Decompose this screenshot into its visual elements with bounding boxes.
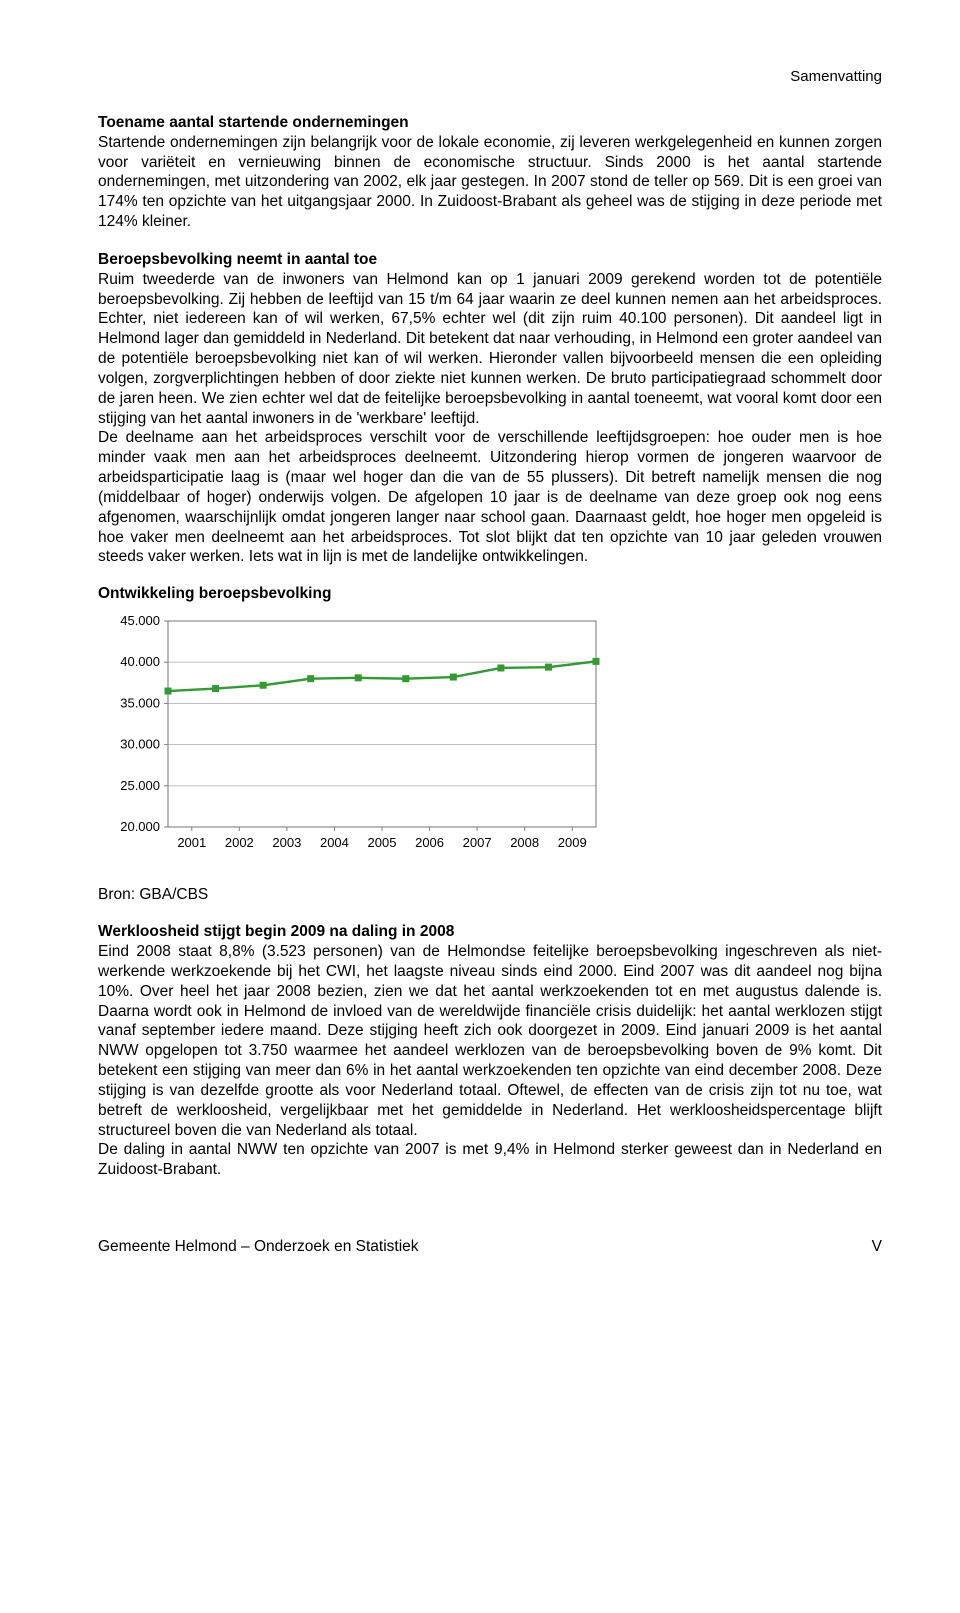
svg-text:30.000: 30.000 <box>120 737 160 752</box>
section3-para2: De daling in aantal NWW ten opzichte van… <box>98 1140 882 1180</box>
svg-text:20.000: 20.000 <box>120 819 160 834</box>
svg-text:2008: 2008 <box>510 835 539 850</box>
section2-para2: De deelname aan het arbeidsproces versch… <box>98 428 882 567</box>
svg-text:2001: 2001 <box>177 835 206 850</box>
svg-text:25.000: 25.000 <box>120 778 160 793</box>
svg-text:35.000: 35.000 <box>120 696 160 711</box>
svg-text:2002: 2002 <box>225 835 254 850</box>
svg-text:45.000: 45.000 <box>120 613 160 628</box>
svg-text:2005: 2005 <box>368 835 397 850</box>
page-header-right: Samenvatting <box>98 68 882 85</box>
svg-text:2003: 2003 <box>272 835 301 850</box>
beroepsbevolking-line-chart: 20.000 25.000 30.000 35.000 40.000 45.000 2001… <box>98 609 608 869</box>
section3-title: Werkloosheid stijgt begin 2009 na daling… <box>98 923 454 940</box>
chart-source: Bron: GBA/CBS <box>98 886 882 904</box>
chart-title: Ontwikkeling beroepsbevolking <box>98 585 882 603</box>
svg-text:2006: 2006 <box>415 835 444 850</box>
svg-text:40.000: 40.000 <box>120 654 160 669</box>
section3-para1: Eind 2008 staat 8,8% (3.523 personen) va… <box>98 943 882 1138</box>
svg-text:2004: 2004 <box>320 835 349 850</box>
footer-left: Gemeente Helmond – Onderzoek en Statisti… <box>98 1238 419 1256</box>
section2-title: Beroepsbevolking neemt in aantal toe <box>98 251 377 268</box>
chart-container: 20.000 25.000 30.000 35.000 40.000 45.000 2001… <box>98 609 882 874</box>
section1-body: Startende ondernemingen zijn belangrijk … <box>98 134 882 230</box>
section2-para1: Ruim tweederde van de inwoners van Helmo… <box>98 271 882 427</box>
section1-title: Toename aantal startende ondernemingen <box>98 114 409 131</box>
svg-text:2009: 2009 <box>558 835 587 850</box>
svg-text:2007: 2007 <box>463 835 492 850</box>
footer-right: V <box>872 1238 882 1256</box>
